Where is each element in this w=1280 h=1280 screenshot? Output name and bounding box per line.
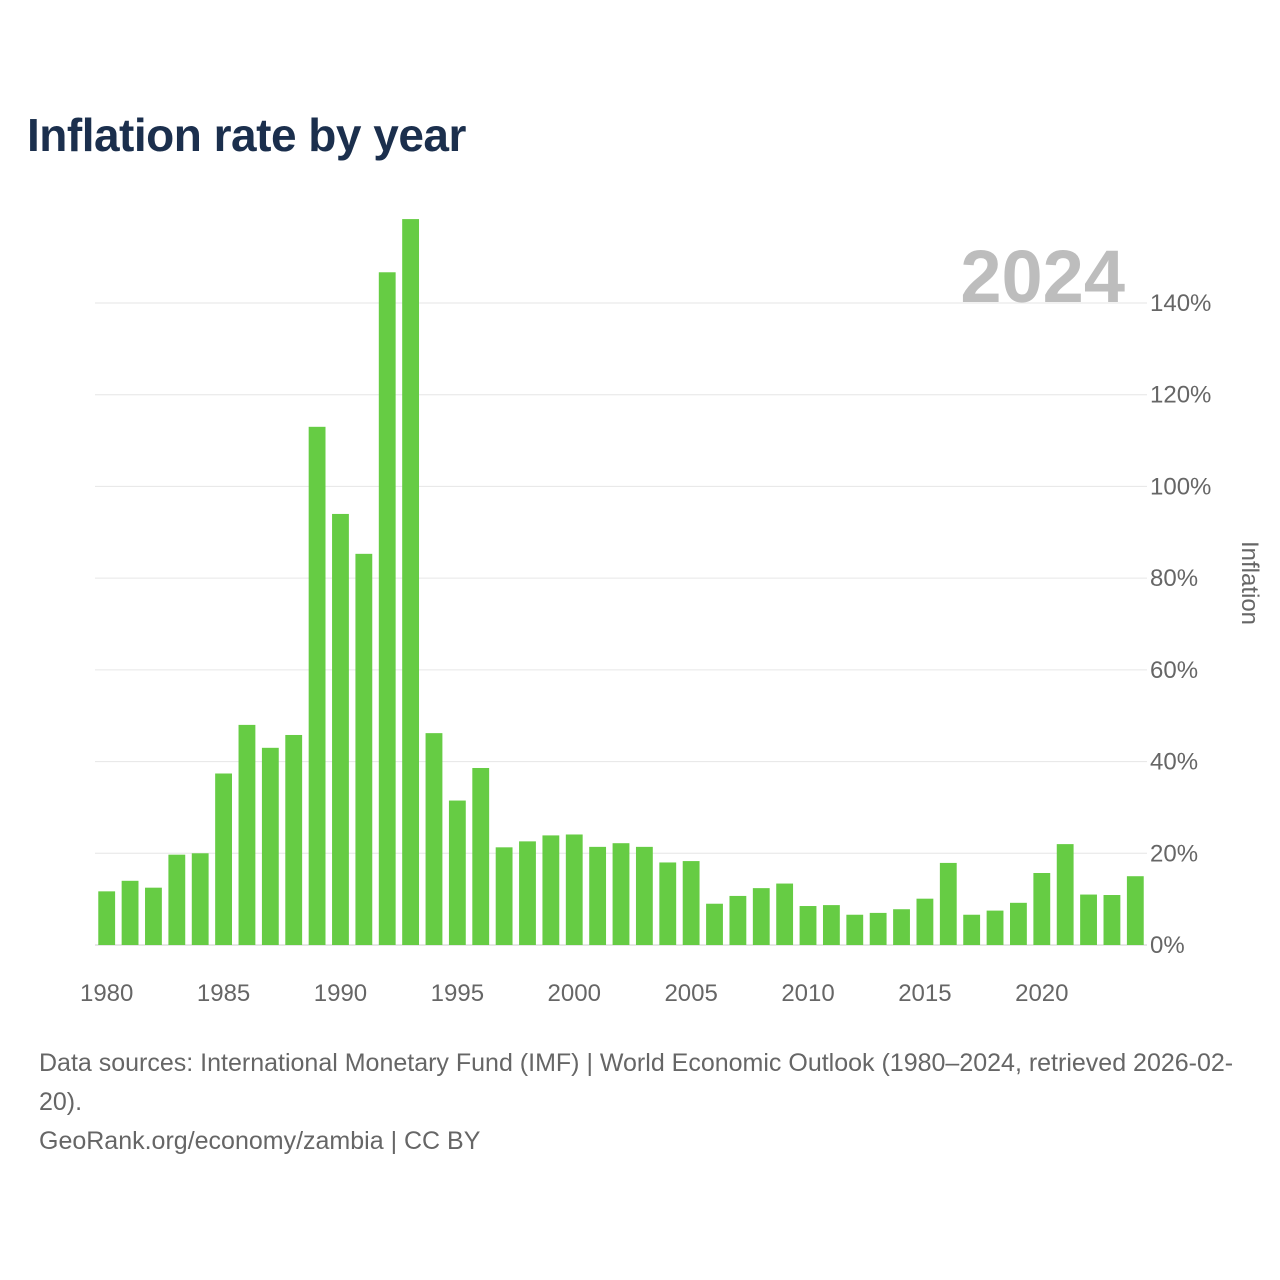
bar-2023[interactable]	[1103, 895, 1121, 945]
bar-2003[interactable]	[635, 846, 653, 945]
y-tick-label: 120%	[1150, 382, 1211, 409]
bar-1984[interactable]	[191, 853, 209, 945]
bar-1985[interactable]	[215, 773, 232, 945]
bar-2020[interactable]	[1033, 873, 1051, 945]
bar-2019[interactable]	[1010, 902, 1027, 945]
bar-2002[interactable]	[612, 843, 630, 945]
bar-1982[interactable]	[145, 887, 162, 945]
bar-2000[interactable]	[565, 834, 583, 945]
y-tick-label: 40%	[1150, 749, 1198, 776]
bar-2021[interactable]	[1056, 844, 1074, 945]
bar-1990[interactable]	[332, 513, 349, 945]
bar-1998[interactable]	[519, 841, 536, 945]
bar-2018[interactable]	[986, 910, 1004, 945]
y-tick-label: 0%	[1150, 932, 1185, 959]
bar-2006[interactable]	[706, 903, 723, 945]
bar-1981[interactable]	[121, 880, 139, 945]
bar-1986[interactable]	[238, 724, 256, 945]
bar-2005[interactable]	[682, 861, 700, 945]
x-tick-label: 2010	[781, 980, 834, 1007]
bar-2017[interactable]	[963, 914, 981, 945]
bar-2024[interactable]	[1126, 876, 1144, 945]
x-tick-label: 2000	[548, 980, 601, 1007]
y-tick-label: 60%	[1150, 657, 1198, 684]
data-sources: Data sources: International Monetary Fun…	[39, 1049, 1234, 1116]
x-tick-label: 1980	[80, 980, 133, 1007]
bar-2016[interactable]	[939, 862, 957, 945]
y-tick-label: 80%	[1150, 565, 1198, 592]
x-tick-label: 2005	[664, 980, 717, 1007]
y-tick-label: 20%	[1150, 840, 1198, 867]
x-tick-label: 2020	[1015, 980, 1068, 1007]
y-axis-label: Inflation	[1236, 541, 1263, 625]
bar-2015[interactable]	[916, 898, 934, 945]
bar-1983[interactable]	[168, 854, 186, 945]
footer: Data sources: International Monetary Fun…	[39, 1044, 1249, 1161]
x-tick-label: 1990	[314, 980, 367, 1007]
bar-2004[interactable]	[659, 862, 677, 945]
bar-1994[interactable]	[425, 733, 443, 945]
x-tick-label: 2015	[898, 980, 951, 1007]
bar-2007[interactable]	[729, 895, 747, 945]
bar-2014[interactable]	[893, 909, 910, 945]
bar-1999[interactable]	[542, 835, 560, 945]
chart-title: Inflation rate by year	[27, 109, 466, 161]
bar-2011[interactable]	[822, 905, 840, 945]
bar-2009[interactable]	[776, 883, 794, 945]
bar-series	[98, 219, 1144, 945]
bar-2022[interactable]	[1080, 894, 1097, 945]
bar-2008[interactable]	[752, 888, 770, 945]
bar-1996[interactable]	[472, 767, 490, 945]
bar-2001[interactable]	[589, 846, 607, 945]
bar-1991[interactable]	[355, 553, 373, 945]
y-axis-ticks: 0% 20% 40% 60% 80% 100% 120% 140%	[1150, 290, 1211, 959]
bar-1987[interactable]	[261, 747, 279, 945]
credit-link[interactable]: GeoRank.org/economy/zambia | CC BY	[39, 1127, 481, 1155]
bar-2013[interactable]	[869, 912, 887, 945]
bar-2012[interactable]	[846, 914, 864, 945]
bar-1997[interactable]	[495, 847, 513, 945]
x-tick-label: 1985	[197, 980, 250, 1007]
bar-2010[interactable]	[799, 906, 817, 945]
bar-1992[interactable]	[378, 272, 396, 945]
x-axis-ticks: 1980 1985 1990 1995 2000 2005 2010 2015 2020	[80, 980, 1069, 1007]
inflation-bar-chart: 2024 0% 20% 40% 60% 80% 100% 120% 140% 1980 1985…	[80, 219, 1263, 1007]
bar-1995[interactable]	[448, 800, 466, 945]
bar-1993[interactable]	[402, 219, 420, 945]
y-tick-label: 140%	[1150, 290, 1211, 317]
y-tick-label: 100%	[1150, 473, 1211, 500]
bar-1988[interactable]	[285, 734, 303, 945]
x-tick-label: 1995	[431, 980, 484, 1007]
year-watermark: 2024	[960, 235, 1125, 318]
bar-1989[interactable]	[308, 426, 326, 945]
bar-1980[interactable]	[98, 891, 116, 945]
